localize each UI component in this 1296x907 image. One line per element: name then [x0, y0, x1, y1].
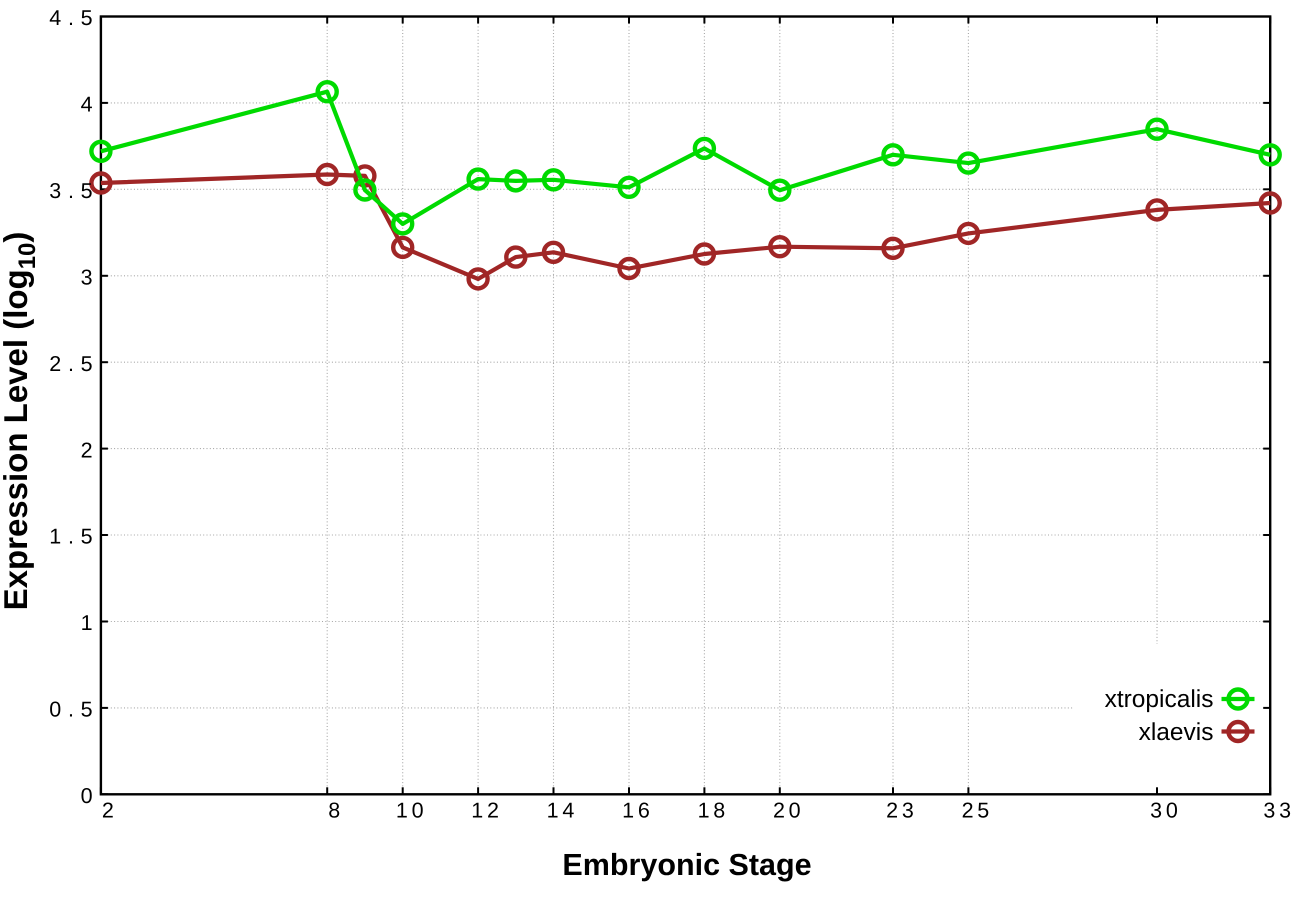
svg-text:5: 5: [81, 179, 93, 203]
svg-text:Embryonic Stage: Embryonic Stage: [562, 848, 811, 882]
svg-text:1: 1: [547, 799, 559, 823]
svg-text:2: 2: [487, 799, 499, 823]
svg-text:.: .: [68, 525, 74, 549]
svg-text:3: 3: [49, 179, 61, 203]
svg-text:2: 2: [49, 352, 61, 376]
svg-text:4: 4: [49, 6, 61, 30]
svg-text:3: 3: [81, 266, 93, 290]
svg-text:5: 5: [81, 6, 93, 30]
svg-text:0: 0: [81, 784, 93, 808]
svg-text:.: .: [68, 179, 74, 203]
svg-text:2: 2: [773, 799, 785, 823]
svg-text:0: 0: [412, 799, 424, 823]
svg-text:xlaevis: xlaevis: [1139, 719, 1214, 746]
svg-text:4: 4: [81, 93, 93, 117]
svg-text:3: 3: [902, 799, 914, 823]
svg-text:4: 4: [562, 799, 574, 823]
svg-text:.: .: [68, 698, 74, 722]
svg-text:2: 2: [886, 799, 898, 823]
svg-text:.: .: [68, 6, 74, 30]
svg-text:1: 1: [622, 799, 634, 823]
svg-text:5: 5: [977, 799, 989, 823]
svg-text:3: 3: [1263, 799, 1275, 823]
svg-text:2: 2: [81, 438, 93, 462]
svg-text:0: 0: [1166, 799, 1178, 823]
svg-text:1: 1: [49, 525, 61, 549]
svg-text:xtropicalis: xtropicalis: [1105, 686, 1214, 713]
svg-text:1: 1: [471, 799, 483, 823]
svg-text:8: 8: [328, 799, 340, 823]
svg-text:1: 1: [698, 799, 710, 823]
svg-text:1: 1: [81, 611, 93, 635]
svg-text:5: 5: [81, 698, 93, 722]
svg-text:.: .: [68, 352, 74, 376]
svg-text:0: 0: [49, 698, 61, 722]
svg-text:1: 1: [396, 799, 408, 823]
svg-text:6: 6: [638, 799, 650, 823]
svg-text:0: 0: [789, 799, 801, 823]
svg-text:8: 8: [713, 799, 725, 823]
svg-text:2: 2: [962, 799, 974, 823]
svg-text:2: 2: [102, 799, 114, 823]
svg-text:3: 3: [1279, 799, 1291, 823]
svg-text:5: 5: [81, 352, 93, 376]
svg-text:3: 3: [1150, 799, 1162, 823]
svg-text:5: 5: [81, 525, 93, 549]
